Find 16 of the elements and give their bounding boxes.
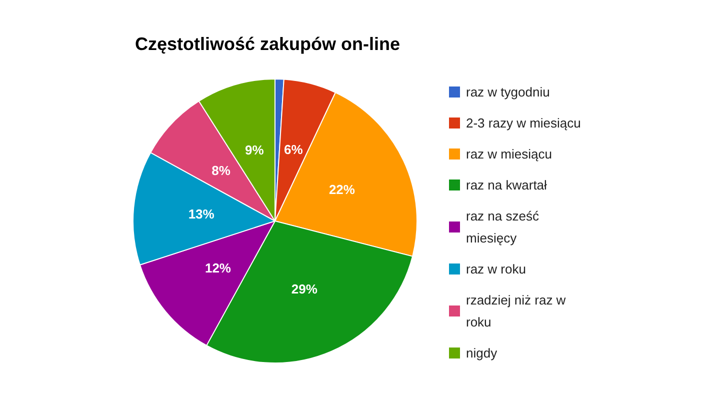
legend-label: raz na kwartał <box>466 178 548 192</box>
legend-label: 2-3 razy w miesiącu <box>466 116 581 130</box>
legend-label: raz w roku <box>466 262 526 276</box>
legend-label: raz w miesiącu <box>466 146 552 162</box>
legend-label: raz na sześć miesięcy <box>466 208 543 246</box>
chart-title: Częstotliwość zakupów on-line <box>135 34 400 54</box>
data-label: 22% <box>328 182 356 197</box>
data-label: 9% <box>244 142 264 158</box>
legend-label: nigdy <box>466 346 498 360</box>
data-label: 29% <box>291 281 318 296</box>
data-label: 6% <box>284 142 304 157</box>
legend-label: raz w tygodniu <box>466 84 550 100</box>
data-label: 13% <box>188 206 215 222</box>
legend-label: rzadziej niż raz w roku <box>466 292 570 330</box>
data-label: 12% <box>204 260 232 276</box>
data-label: 8% <box>212 162 231 178</box>
